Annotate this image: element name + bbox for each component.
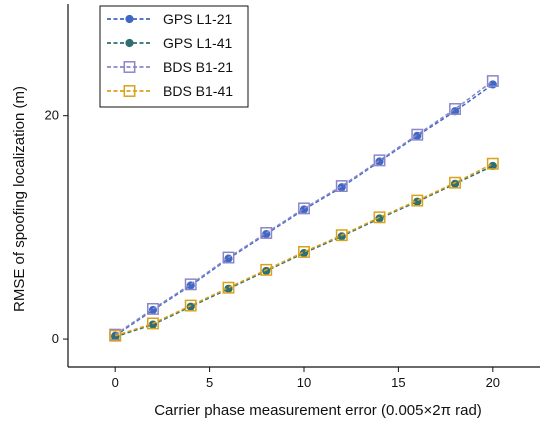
series-bds-b1-21 [109,75,499,341]
series-line-bds-b1-21 [114,80,494,336]
series-gps-l1-21 [111,80,497,340]
data-point-bds-b1-21 [335,180,348,193]
data-point-bds-b1-41 [184,299,197,312]
data-point-bds-b1-41 [222,281,235,294]
legend-label-bds-b1-21: BDS B1-21 [163,59,233,75]
series-layer [109,75,499,342]
axes-layer: 0 5 10 15 20 0 20 [45,4,540,390]
data-point-bds-b1-21 [222,251,235,264]
legend-label-gps-l1-21: GPS L1-21 [163,11,232,27]
data-point-bds-b1-21 [298,202,310,215]
series-bds-b1-41 [109,157,499,342]
data-point-bds-b1-21 [486,75,499,88]
series-line-bds-b1-41 [114,163,494,337]
data-point-bds-b1-41 [260,263,273,276]
series-gps-l1-41 [111,161,497,341]
y-axis-title: RMSE of spoofing localization (m) [11,86,28,312]
legend-label-gps-l1-41: GPS L1-41 [163,35,232,51]
x-tick-label: 5 [206,375,213,390]
data-point-bds-b1-21 [411,128,424,141]
data-point-gps-l1-41 [450,179,460,188]
legend-marker-gps-l1-41 [125,38,134,48]
data-point-bds-b1-41 [373,211,386,224]
x-tick-label: 0 [112,375,119,390]
legend-marker-bds-b1-41 [123,85,136,97]
data-point-bds-b1-41 [486,157,499,170]
legend-item-bds-b1-21: BDS B1-21 [107,59,233,75]
legend-label-bds-b1-41: BDS B1-41 [163,83,233,99]
data-point-bds-b1-41 [335,229,348,242]
data-point-bds-b1-21 [449,103,461,115]
y-tick-label: 20 [45,108,59,123]
x-tick-label: 20 [486,375,500,390]
data-point-bds-b1-21 [184,278,197,291]
x-tick-label: 10 [297,375,311,390]
series-line-gps-l1-21 [114,83,494,337]
data-point-bds-b1-41 [411,194,424,207]
data-point-bds-b1-21 [373,154,386,167]
legend-item-bds-b1-41: BDS B1-41 [107,83,233,99]
series-line-gps-l1-41 [114,165,494,338]
data-point-bds-b1-21 [147,302,159,315]
legend-marker-gps-l1-21 [125,14,134,24]
data-point-bds-b1-41 [109,329,122,342]
legend-item-gps-l1-41: GPS L1-41 [107,35,232,51]
y-tick-label: 0 [52,331,59,346]
data-point-bds-b1-41 [147,317,159,330]
legend-item-gps-l1-21: GPS L1-21 [107,11,232,27]
data-point-bds-b1-41 [449,176,461,189]
data-point-bds-b1-21 [260,227,273,239]
data-point-gps-l1-41 [262,266,271,276]
data-point-bds-b1-41 [298,246,310,258]
x-axis-title: Carrier phase measurement error (0.005×2… [154,402,482,419]
x-tick-label: 15 [391,375,405,390]
legend: GPS L1-21 GPS L1-41 BDS B1-21 BDS B1-41 [99,5,249,108]
legend-marker-bds-b1-21 [123,61,136,73]
